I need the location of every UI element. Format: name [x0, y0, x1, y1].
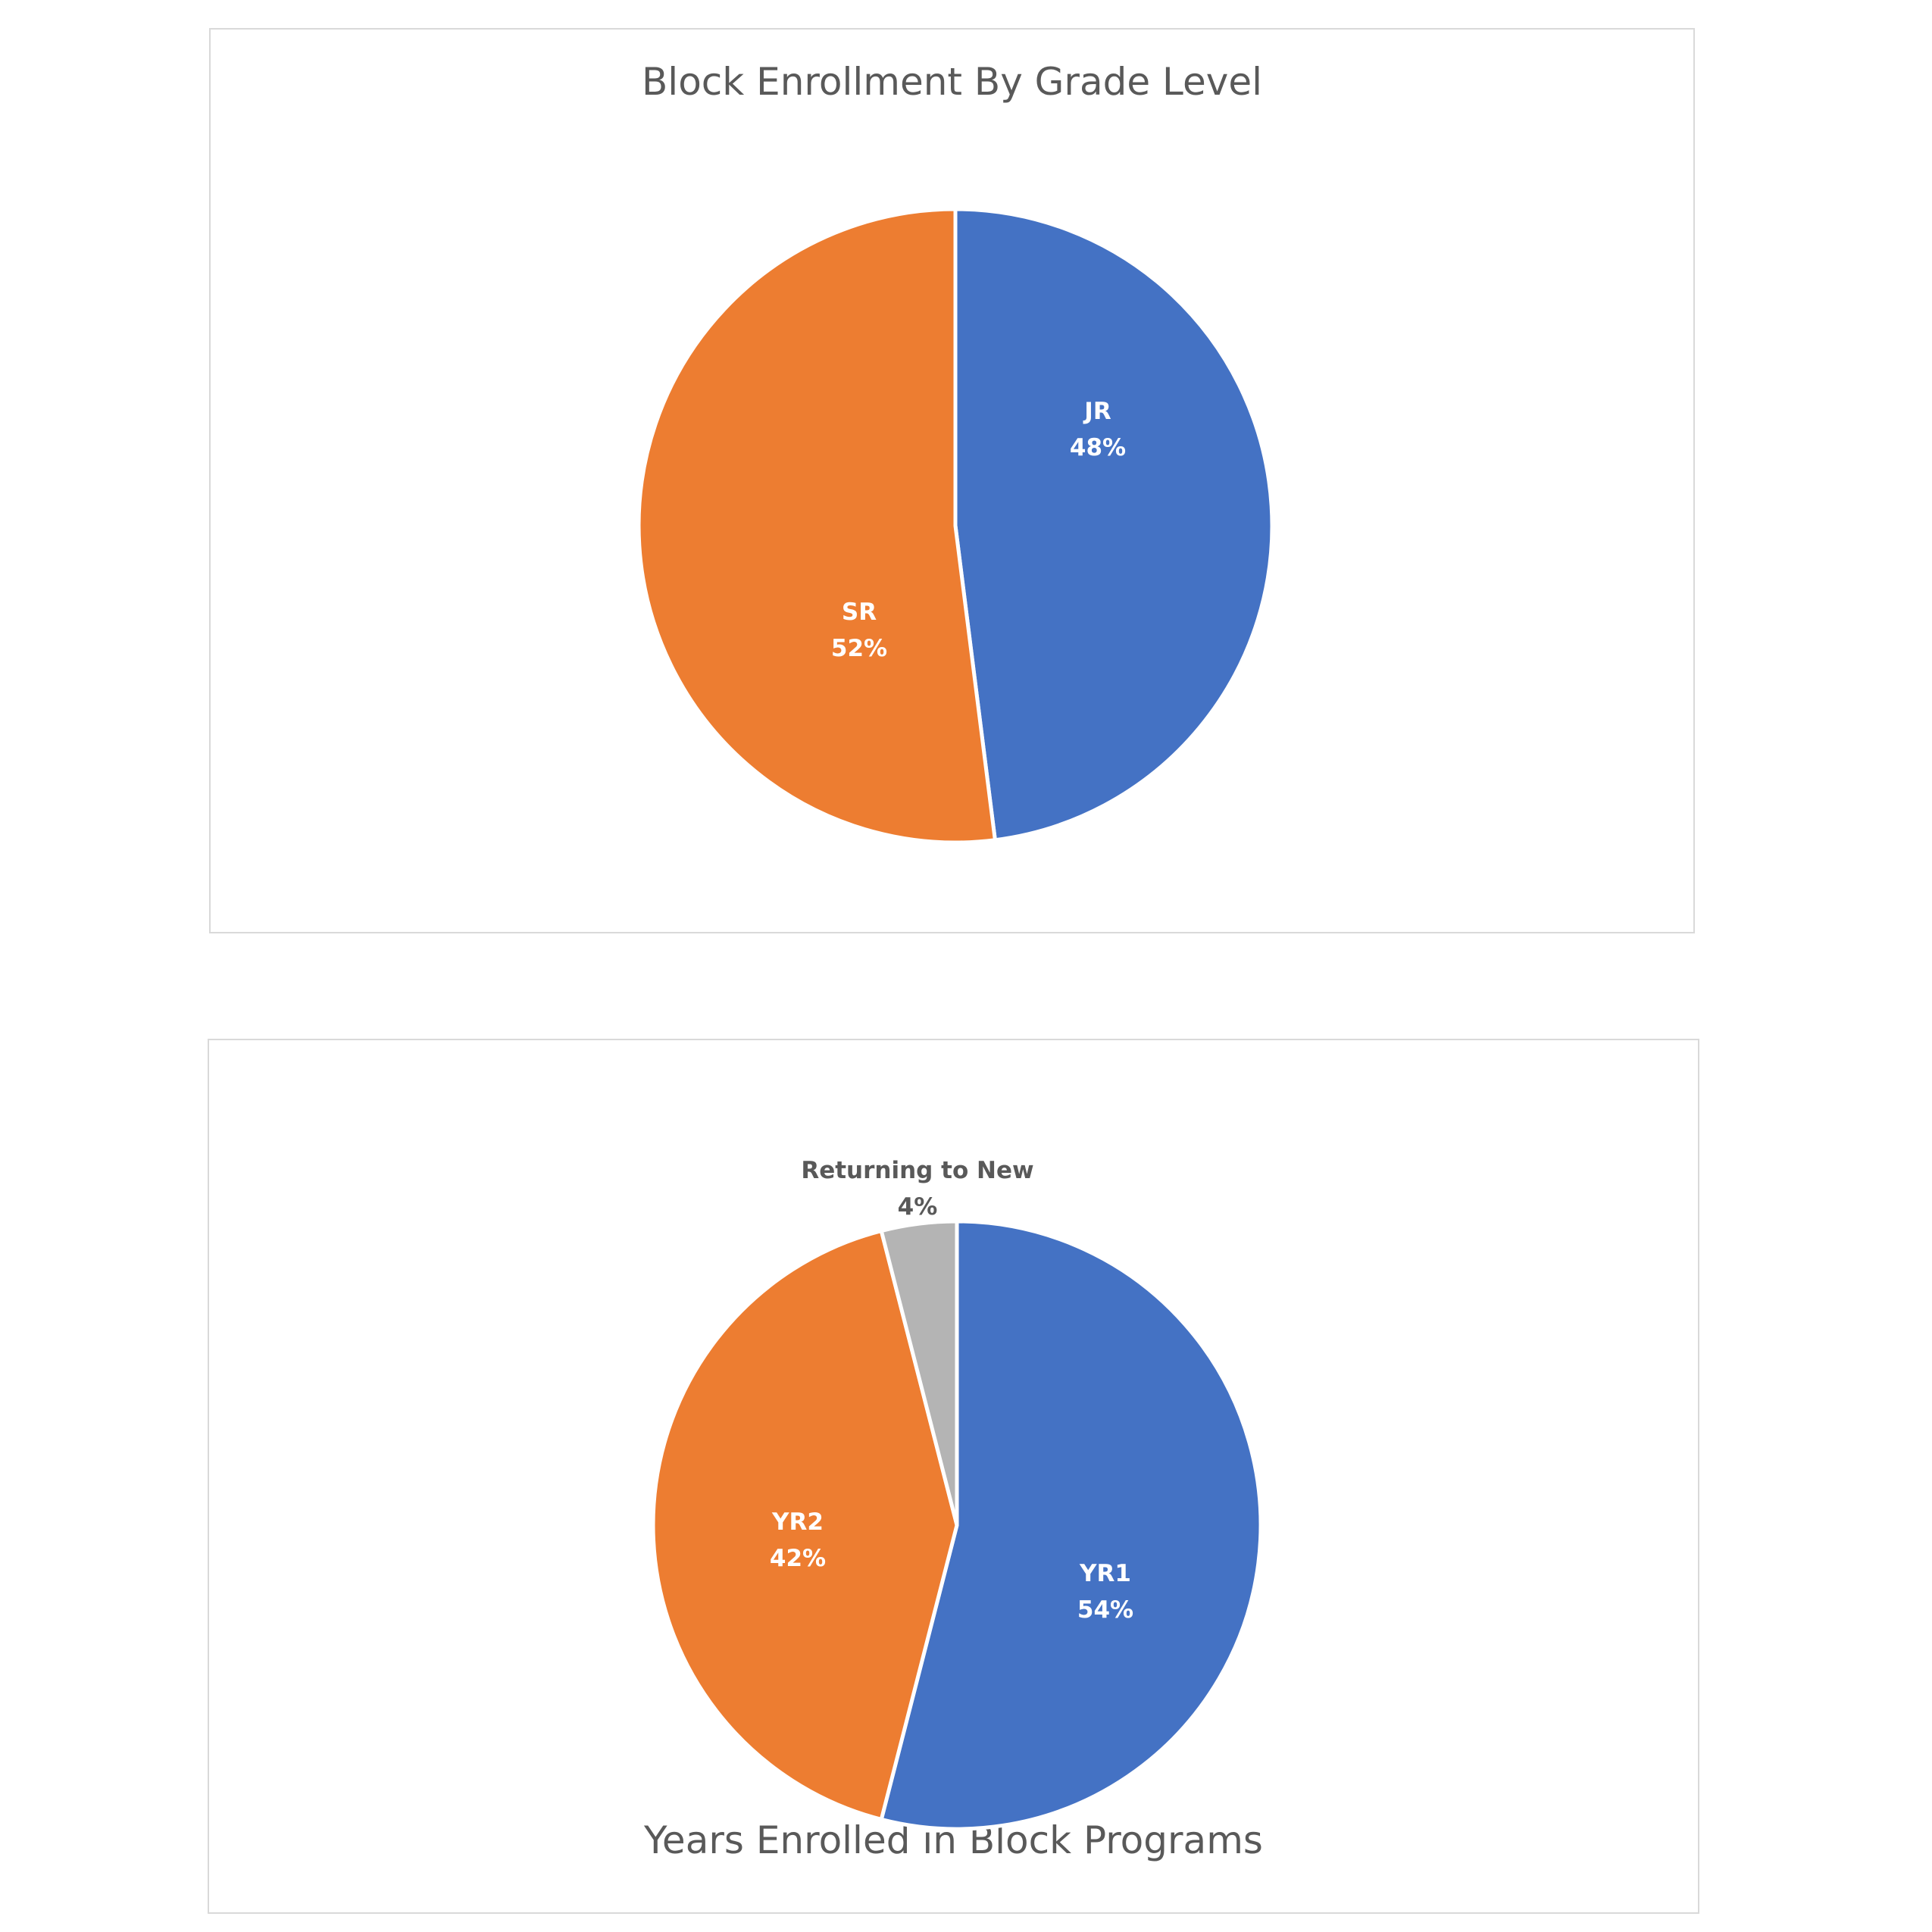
- data-label-returning-to-new: Returning to New 4%: [801, 1157, 1033, 1221]
- data-label-yr2: YR2 42%: [770, 1508, 826, 1572]
- pie-chart: YR1 54%YR2 42%Returning to New 4%: [651, 1157, 1263, 1831]
- chart-grade-level: Block Enrollment By Grade Level JR 48% SR 5…: [209, 28, 1695, 933]
- pie-slice-yr2: [651, 1229, 959, 1821]
- pie-slice-sr: [636, 207, 997, 845]
- slice-percent-label: 4%: [898, 1193, 938, 1221]
- slice-category-label: Returning to New: [801, 1157, 1033, 1184]
- slice-category-label: YR2: [771, 1508, 824, 1536]
- slice-category-label: SR: [842, 599, 877, 626]
- slice-percent-label: 52%: [831, 635, 887, 662]
- pie-slice-returning-to-new: [879, 1219, 959, 1527]
- pie-slice-jr: [953, 207, 1274, 843]
- slice-category-label: JR: [1083, 398, 1111, 425]
- data-label-jr: JR 48%: [1070, 398, 1126, 461]
- slice-percent-label: 42%: [770, 1545, 826, 1572]
- slice-percent-label: 54%: [1077, 1596, 1133, 1624]
- data-label-yr1: YR1 54%: [1077, 1560, 1133, 1624]
- chart-title: Block Enrollment By Grade Level: [642, 60, 1262, 104]
- slice-category-label: YR1: [1079, 1560, 1131, 1587]
- chart-years-enrolled: Years Enrolled in Block Programs YR1 54% Y…: [208, 1039, 1699, 1914]
- pie-slice-yr1: [879, 1219, 1263, 1831]
- pie-chart: JR 48% SR 52%: [636, 207, 1274, 845]
- slice-percent-label: 48%: [1070, 434, 1126, 461]
- data-label-sr: SR 52%: [831, 599, 887, 662]
